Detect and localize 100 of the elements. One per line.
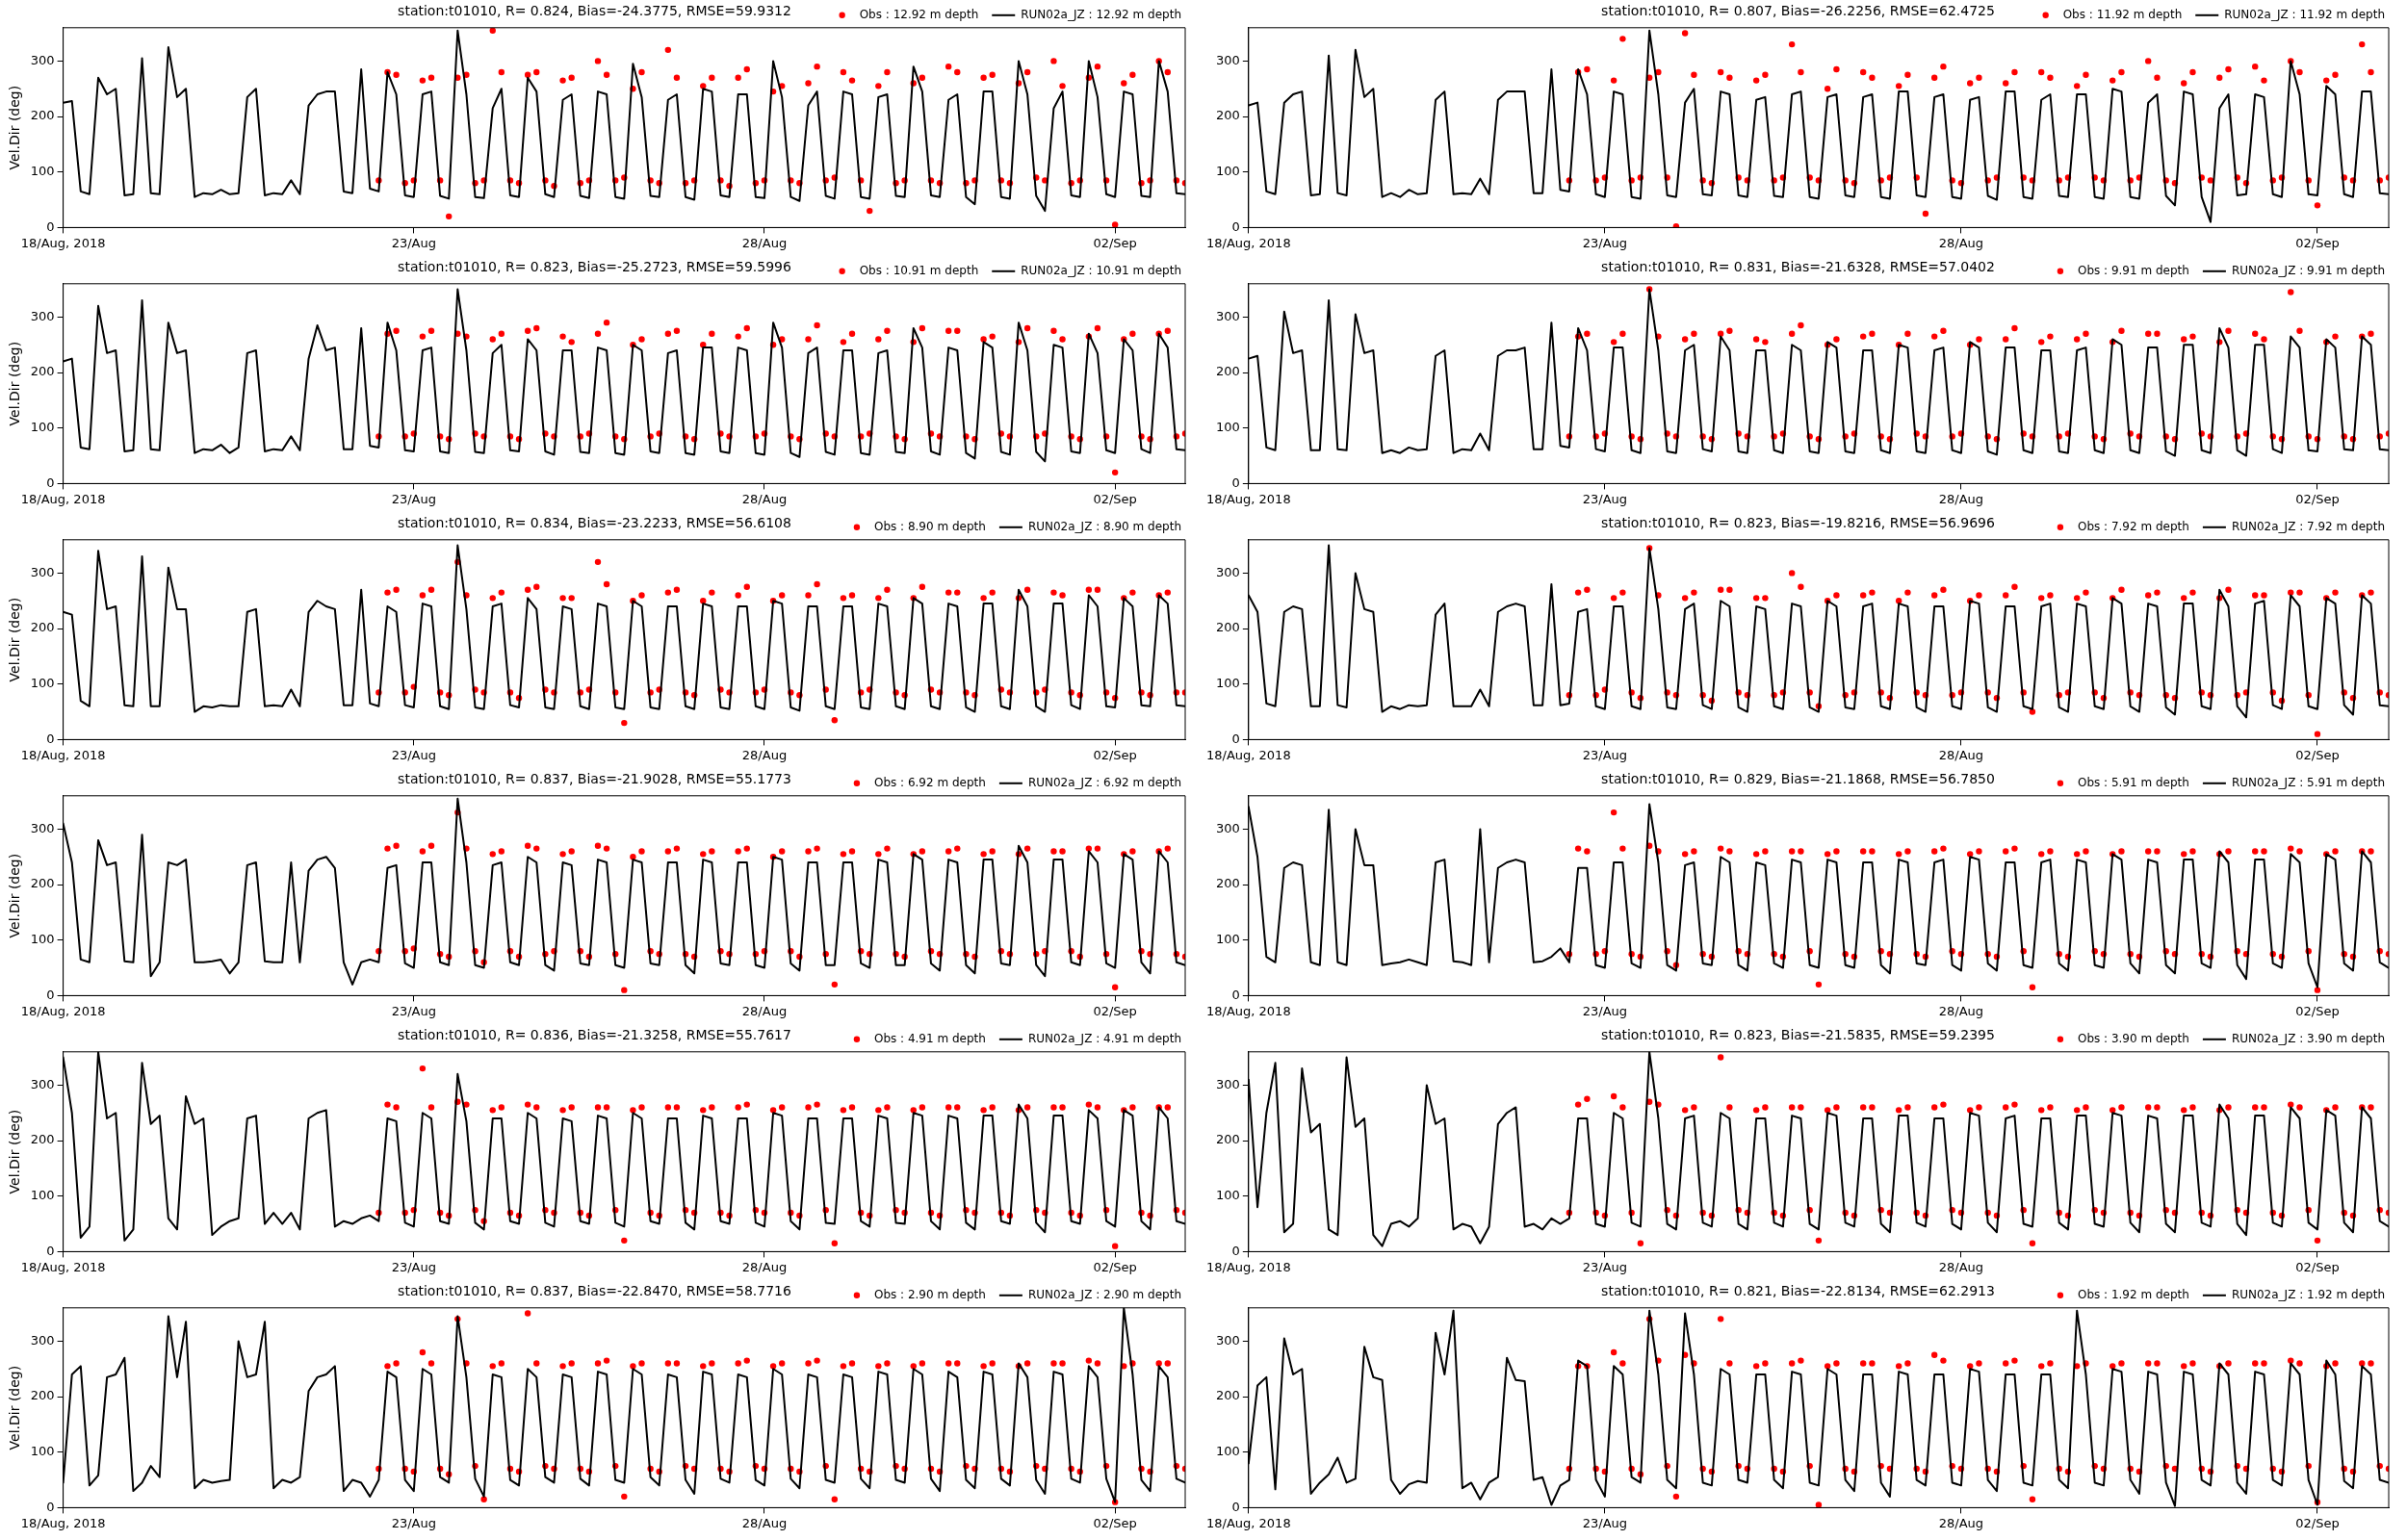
chart-title: station:t01010, R= 0.836, Bias=-21.3258, RMSE=55.7617: [398, 1027, 791, 1043]
y-axis-title: Vel.Dir (deg): [7, 85, 23, 170]
x-tick-label: 23/Aug: [1582, 1259, 1628, 1274]
x-tick-label: 28/Aug: [741, 235, 788, 250]
y-tick-label: 100: [30, 932, 55, 947]
x-tick-label: 02/Sep: [2295, 491, 2340, 506]
x-tick-label: 28/Aug: [1938, 235, 1984, 250]
legend-label: RUN02a_JZ : 9.91 m depth: [2231, 263, 2386, 277]
y-tick-label: 0: [46, 475, 55, 490]
x-tick-label: 28/Aug: [741, 1515, 788, 1530]
y-tick-label: 200: [1216, 364, 1240, 379]
chart-title: station:t01010, R= 0.821, Bias=-22.8134, RMSE=62.2913: [1601, 1283, 1995, 1299]
y-tick-label: 200: [30, 1388, 55, 1403]
y-axis-title: Vel.Dir (deg): [7, 853, 23, 938]
y-axis-title: Vel.Dir (deg): [7, 1365, 23, 1450]
legend-label: Obs : 8.90 m depth: [873, 519, 986, 533]
y-tick-label: 0: [1231, 218, 1240, 234]
x-tick-label: 18/Aug, 2018: [1206, 1515, 1291, 1530]
legend-label: RUN02a_JZ : 11.92 m depth: [2224, 7, 2386, 21]
legend-label: RUN02a_JZ : 4.91 m depth: [1027, 1031, 1182, 1045]
y-tick-label: 300: [30, 52, 55, 67]
x-tick-label: 18/Aug, 2018: [20, 747, 106, 762]
x-tick-label: 02/Sep: [1093, 1259, 1137, 1274]
legend-label: Obs : 2.90 m depth: [873, 1287, 986, 1301]
y-tick-label: 300: [1216, 308, 1240, 323]
y-tick-label: 300: [1216, 52, 1240, 67]
chart-title: station:t01010, R= 0.823, Bias=-25.2723, RMSE=59.5996: [398, 259, 791, 275]
legend-label: Obs : 6.92 m depth: [873, 775, 986, 789]
chart-title: station:t01010, R= 0.837, Bias=-22.8470, RMSE=58.7716: [398, 1283, 791, 1299]
x-tick-label: 23/Aug: [391, 491, 436, 506]
x-tick-label: 18/Aug, 2018: [1206, 235, 1291, 250]
x-tick-label: 23/Aug: [391, 1003, 436, 1018]
y-tick-label: 100: [1216, 932, 1240, 947]
y-tick-label: 200: [30, 1132, 55, 1147]
x-tick-label: 28/Aug: [741, 491, 788, 506]
y-axis-title: Vel.Dir (deg): [7, 341, 23, 426]
y-tick-label: 300: [1216, 820, 1240, 835]
y-axis-title: Vel.Dir (deg): [7, 1109, 23, 1194]
x-tick-label: 23/Aug: [391, 747, 436, 762]
x-tick-label: 18/Aug, 2018: [20, 1259, 106, 1274]
x-tick-label: 18/Aug, 2018: [1206, 1259, 1291, 1274]
y-tick-label: 200: [1216, 1132, 1240, 1147]
y-tick-label: 0: [1231, 475, 1240, 490]
y-tick-label: 100: [1216, 676, 1240, 691]
chart-title: station:t01010, R= 0.831, Bias=-21.6328, RMSE=57.0402: [1601, 259, 1995, 275]
y-tick-label: 0: [46, 1243, 55, 1258]
y-tick-label: 100: [30, 1188, 55, 1203]
y-tick-label: 0: [46, 987, 55, 1002]
legend-label: Obs : 7.92 m depth: [2077, 519, 2189, 533]
y-tick-label: 200: [1216, 876, 1240, 891]
y-tick-label: 200: [30, 364, 55, 379]
y-tick-label: 200: [30, 108, 55, 123]
y-tick-label: 0: [1231, 987, 1240, 1002]
chart-title: station:t01010, R= 0.824, Bias=-24.3775, RMSE=59.9312: [398, 3, 791, 19]
y-tick-label: 100: [30, 1444, 55, 1459]
legend-label: RUN02a_JZ : 7.92 m depth: [2231, 519, 2386, 533]
legend-label: Obs : 3.90 m depth: [2077, 1031, 2189, 1045]
legend-label: RUN02a_JZ : 3.90 m depth: [2231, 1031, 2386, 1045]
y-tick-label: 200: [1216, 620, 1240, 635]
y-tick-label: 100: [30, 164, 55, 179]
x-tick-label: 02/Sep: [2295, 1515, 2340, 1530]
x-tick-label: 28/Aug: [741, 1003, 788, 1018]
chart-title: station:t01010, R= 0.807, Bias=-26.2256, RMSE=62.4725: [1601, 3, 1995, 19]
x-tick-label: 02/Sep: [1093, 1515, 1137, 1530]
x-tick-label: 18/Aug, 2018: [1206, 1003, 1291, 1018]
y-axis-title: Vel.Dir (deg): [7, 597, 23, 682]
x-tick-label: 28/Aug: [741, 747, 788, 762]
y-tick-label: 100: [30, 676, 55, 691]
y-tick-label: 0: [46, 731, 55, 746]
x-tick-label: 02/Sep: [2295, 235, 2340, 250]
x-tick-label: 28/Aug: [741, 1259, 788, 1274]
x-tick-label: 23/Aug: [391, 235, 436, 250]
x-tick-label: 23/Aug: [1582, 747, 1628, 762]
legend-label: Obs : 9.91 m depth: [2077, 263, 2189, 277]
y-tick-label: 200: [30, 620, 55, 635]
x-tick-label: 23/Aug: [391, 1259, 436, 1274]
x-tick-label: 23/Aug: [1582, 1515, 1628, 1530]
y-tick-label: 300: [1216, 564, 1240, 579]
legend-label: Obs : 1.92 m depth: [2077, 1287, 2189, 1301]
y-tick-label: 300: [30, 308, 55, 323]
x-tick-label: 02/Sep: [1093, 1003, 1137, 1018]
legend-label: RUN02a_JZ : 2.90 m depth: [1027, 1287, 1182, 1301]
y-tick-label: 0: [46, 218, 55, 234]
y-tick-label: 300: [30, 1076, 55, 1091]
x-tick-label: 23/Aug: [1582, 1003, 1628, 1018]
y-tick-label: 100: [1216, 1444, 1240, 1459]
x-tick-label: 02/Sep: [2295, 747, 2340, 762]
x-tick-label: 18/Aug, 2018: [20, 491, 106, 506]
chart-title: station:t01010, R= 0.829, Bias=-21.1868, RMSE=56.7850: [1601, 771, 1995, 787]
legend-label: RUN02a_JZ : 12.92 m depth: [1021, 7, 1182, 21]
x-tick-label: 28/Aug: [1938, 1515, 1984, 1530]
x-tick-label: 02/Sep: [1093, 491, 1137, 506]
legend-label: Obs : 10.91 m depth: [859, 263, 979, 277]
y-tick-label: 200: [1216, 1388, 1240, 1403]
y-tick-label: 300: [30, 564, 55, 579]
y-tick-label: 300: [30, 820, 55, 835]
x-tick-label: 02/Sep: [2295, 1003, 2340, 1018]
legend-label: Obs : 4.91 m depth: [873, 1031, 986, 1045]
y-tick-label: 100: [1216, 420, 1240, 435]
legend-label: RUN02a_JZ : 10.91 m depth: [1021, 263, 1182, 277]
